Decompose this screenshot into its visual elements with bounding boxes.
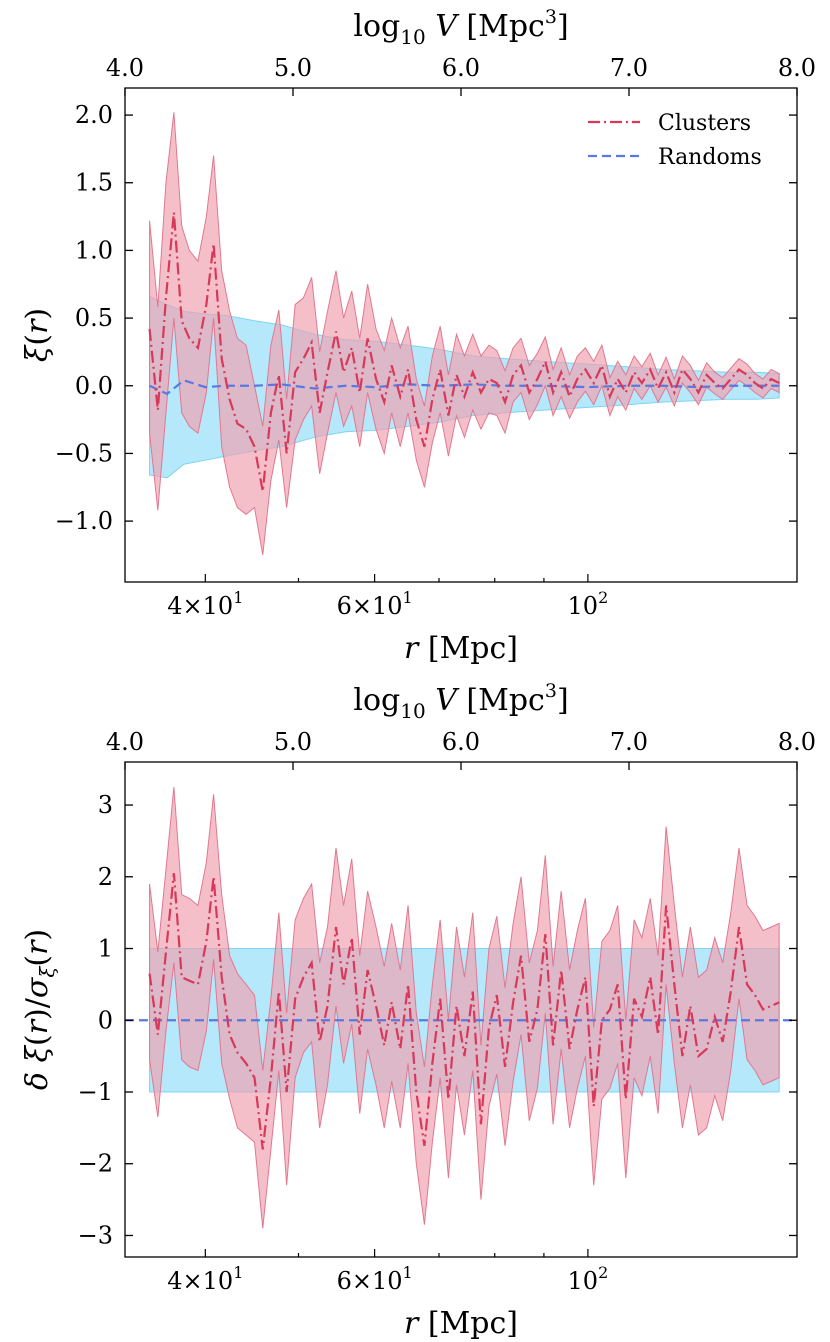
y-axis-label: δ ξ(r)/σξ(r) (20, 929, 59, 1090)
top-x-tick-label: 4.0 (106, 728, 144, 756)
top-x-tick-label: 5.0 (274, 54, 312, 82)
clusters-line (148, 212, 780, 492)
legend-label-randoms: Randoms (658, 145, 762, 170)
y-tick-label: 0.5 (75, 304, 113, 332)
y-axis-label: ξ(r) (20, 308, 55, 362)
panel-1: −1.0 −0.5 0.0 0.5 1.0 1.5 2.0 4×101 6×101 102 4.0 5… (20, 6, 816, 666)
y-tick-label: 2 (98, 863, 113, 891)
y-tick-label: 0.0 (75, 372, 113, 400)
x-tick-label: 6×101 (337, 588, 413, 620)
y-tick-label: 0 (98, 1006, 113, 1034)
y-tick-label: −3 (78, 1221, 113, 1249)
x-tick-label: 4×101 (167, 1263, 243, 1295)
legend: Clusters Randoms (588, 111, 762, 170)
clusters-band (149, 787, 780, 1229)
x-tick-label: 102 (568, 588, 609, 620)
y-tick-label: −2 (78, 1150, 113, 1178)
randoms-line (149, 379, 780, 396)
y-tick-label: 3 (98, 791, 113, 819)
top-x-tick-label: 8.0 (778, 54, 816, 82)
x-tick-label: 6×101 (337, 1263, 413, 1295)
top-x-tick-label: 8.0 (778, 728, 816, 756)
x-tick-label: 102 (568, 1263, 609, 1295)
x-tick-label: 4×101 (167, 588, 243, 620)
y-tick-label: 2.0 (75, 101, 113, 129)
panel-2: −3 −2 −1 0 1 2 3 4×101 6×101 102 4.0 5.0 6.0 7.0 8.0 lo… (20, 680, 816, 1341)
plot-area (148, 112, 780, 556)
top-x-tick-label: 6.0 (442, 54, 480, 82)
clusters-line (148, 873, 780, 1150)
y-tick-label: −1 (78, 1078, 113, 1106)
y-tick-label: −0.5 (55, 439, 113, 467)
y-tick-label: −1.0 (55, 507, 113, 535)
top-x-tick-label: 5.0 (274, 728, 312, 756)
top-x-tick-label: 6.0 (442, 728, 480, 756)
top-x-tick-label: 4.0 (106, 54, 144, 82)
y-tick-label: 1.5 (75, 169, 113, 197)
top-x-axis-label: log10 V [Mpc3] (353, 6, 568, 49)
y-tick-label: 1 (98, 935, 113, 963)
clusters-band (149, 112, 780, 556)
top-x-tick-label: 7.0 (610, 54, 648, 82)
plot-area (125, 787, 797, 1229)
x-axis-label: r [Mpc] (404, 1306, 518, 1341)
y-tick-label: 1.0 (75, 236, 113, 264)
top-x-tick-label: 7.0 (610, 728, 648, 756)
legend-label-clusters: Clusters (658, 111, 751, 136)
top-x-axis-label: log10 V [Mpc3] (353, 680, 568, 723)
x-axis-label: r [Mpc] (404, 631, 518, 666)
